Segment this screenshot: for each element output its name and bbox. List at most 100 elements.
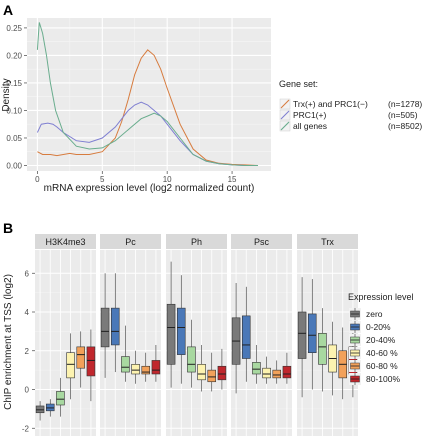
box-trx-3 (318, 308, 327, 392)
box-body (187, 346, 196, 373)
legend-label: 20-40% (366, 335, 396, 345)
facet-panel (166, 250, 227, 436)
y-tick-label: 0.00 (6, 161, 22, 170)
facet-strip (35, 234, 96, 249)
box-body (307, 313, 317, 353)
legend-label: 40-60 % (366, 348, 398, 358)
box-body (282, 365, 292, 379)
legend-label: PRC1(+) (293, 110, 326, 120)
y-tick-label: -2 (22, 424, 30, 433)
y-tick-label: 0.25 (6, 24, 22, 33)
legend-count: (n=505) (388, 110, 418, 120)
facet-trx: Trx (297, 234, 358, 436)
facet-strip-label: Ph (191, 237, 202, 247)
facet-ph: Ph (166, 234, 227, 436)
box-psc-5 (272, 360, 282, 384)
legend-label: 0-20% (366, 322, 391, 332)
box-body (207, 369, 217, 383)
box-body (176, 307, 186, 355)
facet-strip (297, 234, 358, 249)
facet-strip-label: Psc (254, 237, 270, 247)
density-x-axis: 0 5 10 15 (35, 171, 237, 184)
facet-strip (100, 234, 161, 249)
density-curves (36, 22, 259, 166)
facet-h3k4me3: H3K4me3 (35, 234, 96, 436)
box-h3k4me3-5 (76, 331, 86, 388)
boxplot-y-axis-label: ChIP enrichment at TSS (log2) (3, 274, 14, 410)
box-h3k4me3-1 (35, 401, 45, 421)
facet-strip-label: Pc (125, 237, 136, 247)
box-pc-2 (110, 273, 120, 373)
box-ph-5 (207, 352, 217, 392)
facet-strip (231, 234, 292, 249)
facet-strip (166, 234, 227, 249)
y-tick-label: 0 (25, 386, 30, 395)
legend-label: all genes (293, 121, 327, 131)
box-body (151, 360, 161, 375)
y-tick-label: 6 (25, 269, 30, 278)
box-body (217, 365, 227, 381)
legend-swatch-3 (280, 121, 290, 131)
facet-strip-label: H3K4me3 (45, 237, 85, 247)
y-tick-label: 0.20 (6, 51, 22, 60)
box-body (252, 362, 261, 375)
density-line-3 (36, 22, 258, 166)
density-plot-panel (27, 18, 271, 171)
facet-psc: Psc (231, 234, 292, 436)
legend-count: (n=8502) (388, 121, 422, 131)
box-trx-4 (328, 321, 337, 396)
x-tick-label: 5 (100, 175, 105, 184)
facet-panel (35, 250, 96, 436)
box-body (86, 346, 96, 377)
box-body (121, 356, 130, 373)
legend-label: Trx(+) and PRC1(−) (293, 99, 368, 109)
legend-label: zero (366, 309, 383, 319)
box-psc-2 (241, 286, 251, 382)
box-trx-2 (307, 279, 317, 390)
box-psc-6 (282, 352, 292, 384)
density-y-axis-label: Density (1, 78, 12, 111)
legend-label: 60-80 % (366, 361, 398, 371)
box-h3k4me3-6 (86, 329, 96, 402)
density-gridlines (27, 18, 271, 171)
box-body (131, 364, 140, 375)
x-tick-label: 15 (228, 175, 237, 184)
box-body (110, 307, 120, 346)
y-tick-label: 0.15 (6, 79, 22, 88)
box-h3k4me3-2 (45, 399, 55, 417)
box-body (76, 346, 86, 369)
x-tick-label: 10 (163, 175, 172, 184)
box-body (262, 367, 271, 379)
boxplot-facets: H3K4me3 Pc Ph Psc Trx (35, 234, 358, 436)
gene-set-legend-title: Gene set: (279, 79, 318, 89)
box-ph-1 (166, 261, 176, 388)
box-pc-1 (100, 273, 110, 378)
facet-panel (231, 250, 292, 436)
legend-swatch-2 (280, 110, 290, 120)
boxplot-y-axis: -2 0 2 4 6 (22, 269, 35, 433)
facet-panel (297, 250, 358, 436)
y-tick-label: 0.05 (6, 134, 22, 143)
density-y-axis: 0.00 0.05 0.10 0.15 0.20 0.25 (6, 24, 27, 170)
facet-panel (100, 250, 161, 436)
box-psc-3 (252, 344, 261, 384)
box-body (272, 369, 282, 379)
box-ph-4 (197, 344, 206, 392)
box-trx-1 (297, 277, 307, 398)
box-body (166, 303, 176, 365)
panel-b-letter: B (3, 220, 13, 236)
box-psc-4 (262, 356, 271, 384)
legend-label: 80-100% (366, 374, 400, 384)
gene-set-legend: Gene set: Trx(+) and PRC1(−) (n=1278) PRC1… (279, 79, 422, 132)
box-pc-3 (121, 325, 130, 382)
box-ph-2 (176, 275, 186, 384)
density-line-1 (37, 49, 259, 166)
box-h3k4me3-3 (56, 377, 65, 417)
legend-count: (n=1278) (388, 99, 422, 109)
box-body (56, 391, 65, 406)
panel-a-letter: A (3, 2, 13, 18)
box-body (297, 311, 307, 359)
box-h3k4me3-4 (66, 333, 75, 400)
box-body (197, 364, 206, 381)
